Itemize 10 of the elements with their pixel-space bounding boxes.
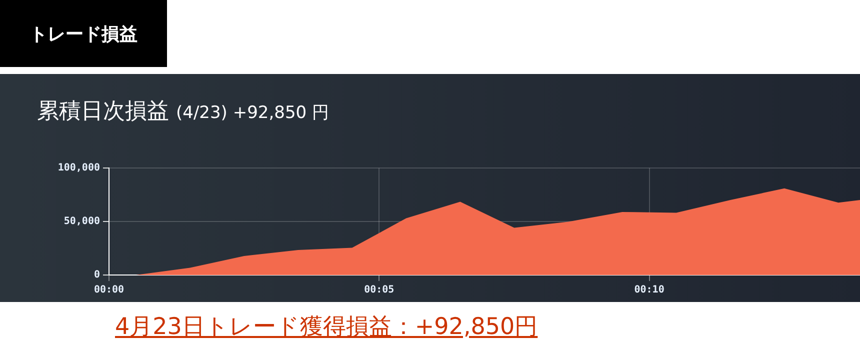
x-tick-label: 00:00: [94, 284, 124, 296]
x-tick-label: 00:05: [364, 284, 394, 296]
chart-subtitle: (4/23) +92,850 円: [176, 103, 329, 123]
chart-title: 累積日次損益: [37, 99, 169, 124]
text: 4月23日トレード獲得損益：+92,850円: [115, 313, 538, 342]
x-tick-label: 00:10: [634, 284, 664, 296]
y-tick-label: 50,000: [64, 216, 100, 228]
text: トレード損益: [0, 0, 167, 67]
y-tick-label: 0: [94, 270, 100, 281]
y-tick-label: 100,000: [58, 162, 100, 174]
